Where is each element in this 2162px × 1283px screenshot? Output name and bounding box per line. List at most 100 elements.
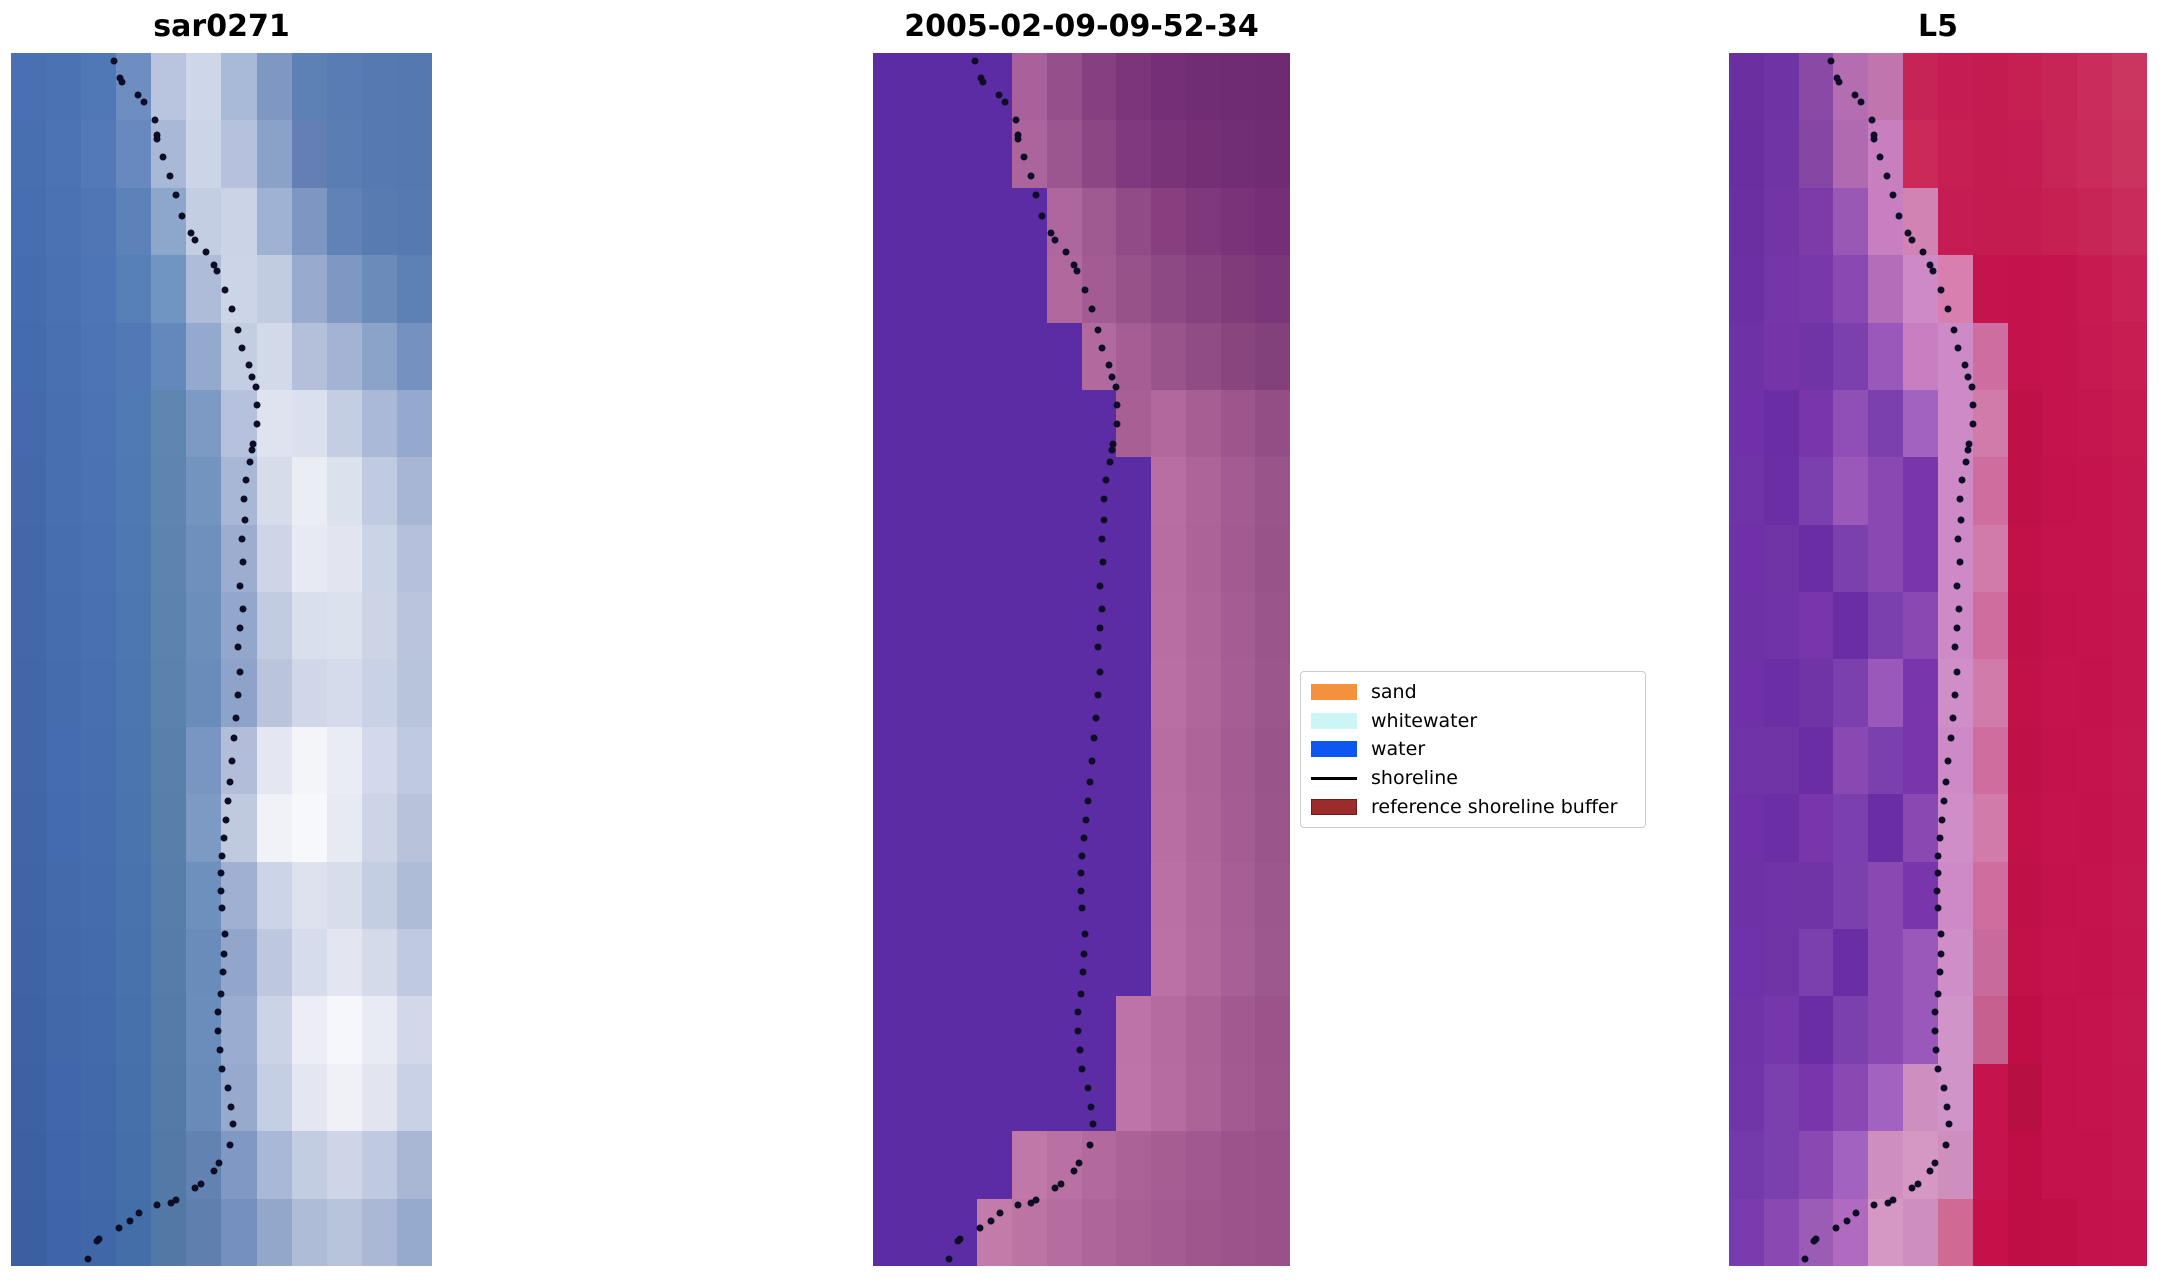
image-pixel (2077, 1131, 2113, 1199)
image-pixel (1185, 726, 1221, 795)
shoreline-dot (1843, 1217, 1851, 1225)
image-pixel (2112, 255, 2147, 323)
image-pixel (46, 120, 82, 188)
image-pixel (326, 1198, 362, 1266)
shoreline-dot (1857, 98, 1865, 106)
image-pixel (1255, 592, 1290, 660)
image-pixel (396, 1063, 432, 1132)
image-pixel (1185, 1063, 1221, 1132)
shoreline-dot (987, 1217, 995, 1225)
shoreline-dot (1969, 420, 1977, 428)
image-pixel (2077, 1063, 2113, 1132)
image-pixel (256, 659, 292, 727)
image-pixel (942, 726, 978, 795)
image-pixel (1868, 389, 1904, 458)
image-pixel (1116, 120, 1151, 188)
image-pixel (256, 120, 292, 188)
image-pixel (2112, 1063, 2147, 1132)
image-pixel (1046, 659, 1082, 727)
shoreline-dot (1077, 887, 1085, 895)
image-pixel (291, 1198, 327, 1266)
image-pixel (977, 592, 1012, 660)
image-pixel (396, 389, 432, 458)
image-pixel (2042, 1198, 2078, 1266)
image-pixel (1729, 524, 1764, 593)
image-pixel (907, 120, 943, 188)
image-pixel (81, 255, 117, 323)
image-pixel (396, 53, 432, 121)
image-pixel (942, 996, 978, 1064)
shoreline-dot (224, 797, 232, 805)
image-pixel (1833, 726, 1869, 795)
shoreline-dot (1810, 1237, 1818, 1245)
shoreline-dot (153, 1201, 161, 1209)
shoreline-dot (1032, 1196, 1040, 1204)
image-pixel (2007, 659, 2043, 727)
shoreline-dot (1944, 305, 1952, 313)
shoreline-dot (1090, 734, 1098, 742)
shoreline-dot (1954, 535, 1962, 543)
image-pixel (221, 120, 257, 188)
image-pixel (1255, 929, 1290, 997)
shoreline-dot (1936, 968, 1944, 976)
image-pixel (116, 1131, 152, 1199)
image-pixel (907, 929, 943, 997)
shoreline-dot (222, 816, 230, 824)
shoreline-dot (202, 248, 210, 256)
image-pixel (1046, 120, 1082, 188)
image-pixel (396, 322, 432, 390)
shoreline-dot (172, 1196, 180, 1204)
image-pixel (1151, 996, 1186, 1064)
image-pixel (1046, 53, 1082, 121)
image-pixel (256, 187, 292, 256)
shoreline-dot (1079, 968, 1087, 976)
shoreline-dot (954, 1237, 962, 1245)
shoreline-dot (1112, 383, 1120, 391)
image-pixel (1833, 861, 1869, 930)
image-pixel (396, 524, 432, 593)
image-pixel (1185, 120, 1221, 188)
image-pixel (326, 861, 362, 930)
image-pixel (2077, 255, 2113, 323)
image-pixel (11, 726, 47, 795)
image-pixel (1903, 592, 1938, 660)
image-pixel (81, 120, 117, 188)
image-pixel (1012, 592, 1047, 660)
image-pixel (1012, 659, 1047, 727)
image-pixel (151, 187, 187, 256)
image-pixel (1833, 592, 1869, 660)
shoreline-dot (1919, 248, 1927, 256)
sand-swatch-icon (1311, 684, 1357, 701)
legend-label-shoreline: shoreline (1371, 767, 1458, 790)
image-pixel (81, 322, 117, 390)
image-pixel (2077, 592, 2113, 660)
image-pixel (1220, 1198, 1256, 1266)
image-pixel (1868, 1131, 1904, 1199)
image-pixel (942, 524, 978, 593)
shoreline-dot (1073, 267, 1081, 275)
image-pixel (2007, 726, 2043, 795)
image-pixel (977, 929, 1012, 997)
image-pixel (221, 1198, 257, 1266)
image-pixel (116, 322, 152, 390)
shoreline-dot (228, 757, 236, 765)
image-pixel (907, 53, 943, 121)
image-pixel (1833, 659, 1869, 727)
image-pixel (291, 457, 327, 525)
image-pixel (1012, 457, 1047, 525)
image-pixel (2077, 726, 2113, 795)
shoreline-dot (221, 930, 229, 938)
image-pixel (256, 861, 292, 930)
image-pixel (361, 255, 397, 323)
image-pixel (1729, 996, 1764, 1064)
image-pixel (186, 187, 222, 256)
image-pixel (186, 726, 222, 795)
image-pixel (1763, 187, 1799, 256)
image-pixel (361, 120, 397, 188)
image-pixel (1116, 255, 1151, 323)
image-pixel (1012, 322, 1047, 390)
image-pixel (2112, 120, 2147, 188)
shoreline-dot (1081, 930, 1089, 938)
image-pixel (116, 659, 152, 727)
image-pixel (1868, 53, 1904, 121)
